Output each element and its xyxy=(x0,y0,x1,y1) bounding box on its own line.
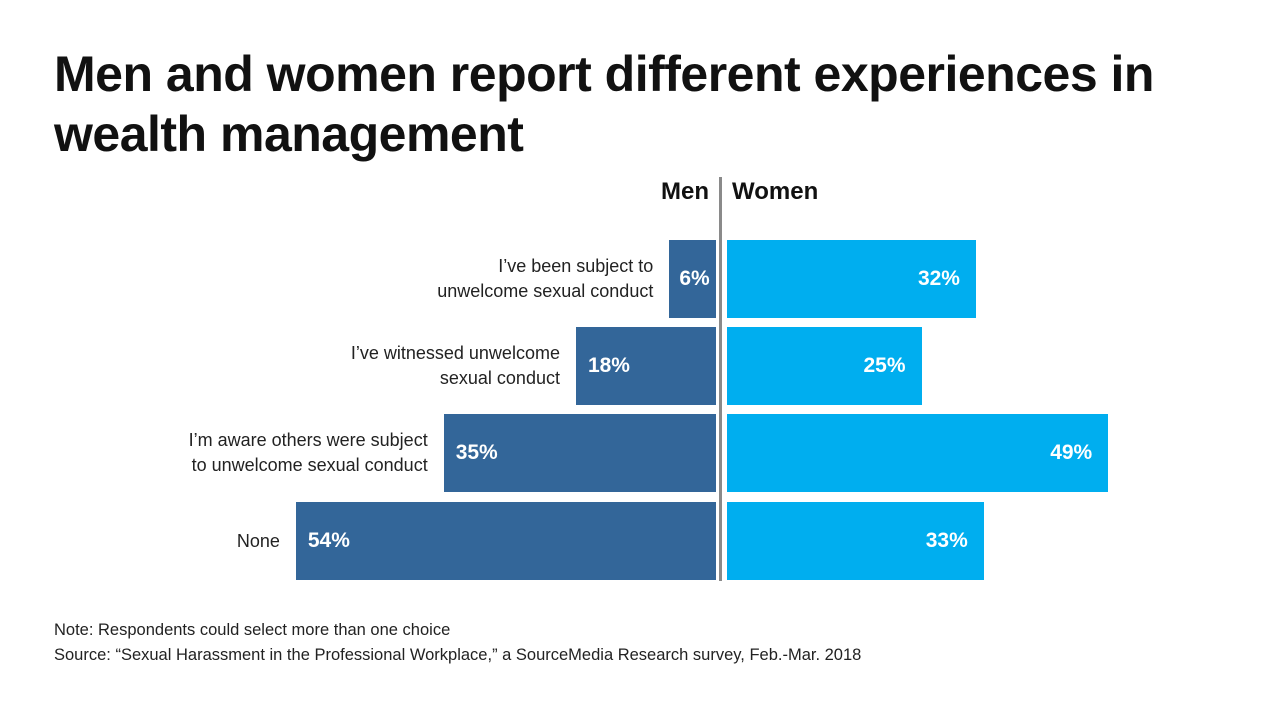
category-label: None xyxy=(237,529,280,554)
value-label-men: 6% xyxy=(679,267,710,290)
series-header-men: Men xyxy=(661,178,709,205)
bar-men-4 xyxy=(295,502,716,580)
bar-women-3 xyxy=(727,414,1109,492)
category-label-line: None xyxy=(236,530,280,551)
category-label-line: I’m aware others were subject xyxy=(188,430,428,450)
category-label: I’ve been subject to unwelcome sexual con… xyxy=(437,254,653,304)
chart-note: Note: Respondents could select more than… xyxy=(54,621,451,639)
bar-women-1 xyxy=(727,240,976,318)
chart-title: Men and women report different experienc… xyxy=(54,46,1154,162)
value-label-men: 35% xyxy=(455,441,498,464)
category-label: I’ve witnessed unwelcome sexual conduct xyxy=(351,341,560,391)
bar-men-3 xyxy=(443,414,716,492)
category-label-line: sexual conduct xyxy=(439,368,560,388)
bar-men-1 xyxy=(669,240,716,318)
value-label-women: 33% xyxy=(925,529,968,552)
category-label-line: to unwelcome sexual conduct xyxy=(191,455,428,475)
center-divider xyxy=(719,177,722,581)
bar-women-2 xyxy=(727,327,922,405)
value-label-men: 18% xyxy=(587,354,630,377)
value-label-men: 54% xyxy=(307,529,350,552)
bar-women-4 xyxy=(727,502,984,580)
value-label-women: 49% xyxy=(1050,441,1093,464)
bar-men-2 xyxy=(575,327,716,405)
category-label: I’m aware others were subject to unwelcom… xyxy=(189,428,428,478)
chart-source: Source: “Sexual Harassment in the Profes… xyxy=(54,646,862,664)
value-label-women: 32% xyxy=(917,267,960,290)
category-label-line: I’ve witnessed unwelcome xyxy=(350,343,560,363)
category-label-line: I’ve been subject to xyxy=(498,256,654,276)
series-header-women: Women xyxy=(732,178,819,205)
category-label-line: unwelcome sexual conduct xyxy=(437,281,654,301)
value-label-women: 25% xyxy=(863,354,906,377)
